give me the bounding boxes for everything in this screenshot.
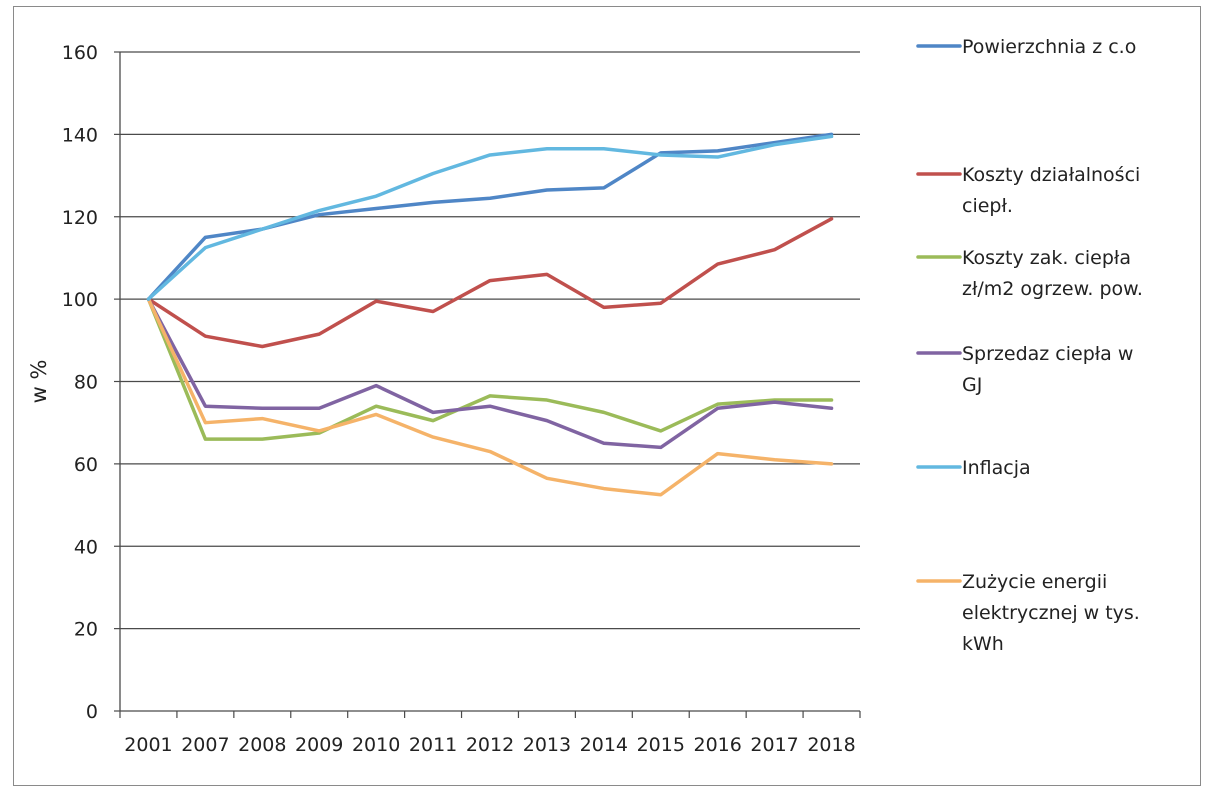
legend-item: Koszty działalności ciepł. — [916, 164, 1140, 217]
x-tick-label: 2017 — [750, 734, 798, 756]
y-tick-label: 160 — [62, 42, 98, 64]
y-tick-label: 0 — [86, 701, 98, 723]
x-tick-label: 2010 — [352, 734, 400, 756]
x-tick-label: 2018 — [807, 734, 855, 756]
legend: Powierzchnia z c.o Koszty działalności cie… — [916, 36, 1143, 655]
legend-label: Inflacja — [962, 457, 1031, 479]
series-line-2 — [146, 297, 834, 441]
x-tick-label: 2009 — [295, 734, 343, 756]
axis-layer: 0 20 40 60 80 100 120 140 160 2001 2007 2008 2009 201… — [62, 42, 861, 756]
x-tick-label: 2008 — [238, 734, 286, 756]
y-tick-label: 60 — [74, 454, 98, 476]
legend-item: Inflacja — [916, 457, 1031, 479]
legend-label: kWh — [962, 633, 1004, 655]
x-tick-label: 2012 — [466, 734, 514, 756]
x-tick-label: 2016 — [694, 734, 742, 756]
legend-label: zł/m2 ogrzew. pow. — [962, 278, 1143, 300]
series-line-4 — [146, 134, 834, 301]
legend-item: Koszty zak. ciepła zł/m2 ogrzew. pow. — [916, 247, 1143, 300]
legend-label: Koszty zak. ciepła — [962, 247, 1131, 269]
x-tick-label: 2011 — [409, 734, 457, 756]
legend-label: Koszty działalności — [962, 164, 1140, 186]
legend-item: Powierzchnia z c.o — [916, 36, 1136, 58]
legend-item: Sprzedaz ciepła w GJ — [916, 343, 1133, 396]
legend-label: Powierzchnia z c.o — [962, 36, 1136, 58]
y-tick-label: 40 — [74, 536, 98, 558]
line-chart: 0 20 40 60 80 100 120 140 160 2001 2007 2008 2009 201… — [27, 36, 1143, 756]
y-axis-title: w % — [27, 360, 51, 404]
legend-label: GJ — [962, 374, 982, 396]
legend-label: ciepł. — [962, 195, 1013, 217]
series-line-5 — [146, 297, 834, 497]
x-tick-label: 2015 — [637, 734, 685, 756]
legend-label: elektrycznej w tys. — [962, 602, 1140, 624]
x-tick-label: 2007 — [181, 734, 229, 756]
chart-frame: 0 20 40 60 80 100 120 140 160 2001 2007 2008 2009 201… — [13, 6, 1201, 786]
y-tick-label: 140 — [62, 124, 98, 146]
legend-label: Sprzedaz ciepła w — [962, 343, 1133, 365]
y-tick-label: 120 — [62, 207, 98, 229]
series-layer — [146, 132, 834, 497]
x-tick-label: 2013 — [523, 734, 571, 756]
x-tick-label: 2014 — [580, 734, 628, 756]
legend-label: Zużycie energii — [962, 571, 1107, 593]
legend-item: Zużycie energii elektrycznej w tys. kWh — [916, 571, 1140, 655]
y-tick-label: 20 — [74, 619, 98, 641]
series-line-1 — [146, 217, 834, 349]
series-line-3 — [146, 297, 834, 450]
grid-layer — [120, 51, 860, 630]
y-tick-label: 100 — [62, 289, 98, 311]
y-tick-label: 80 — [74, 372, 98, 394]
x-tick-label: 2001 — [124, 734, 172, 756]
